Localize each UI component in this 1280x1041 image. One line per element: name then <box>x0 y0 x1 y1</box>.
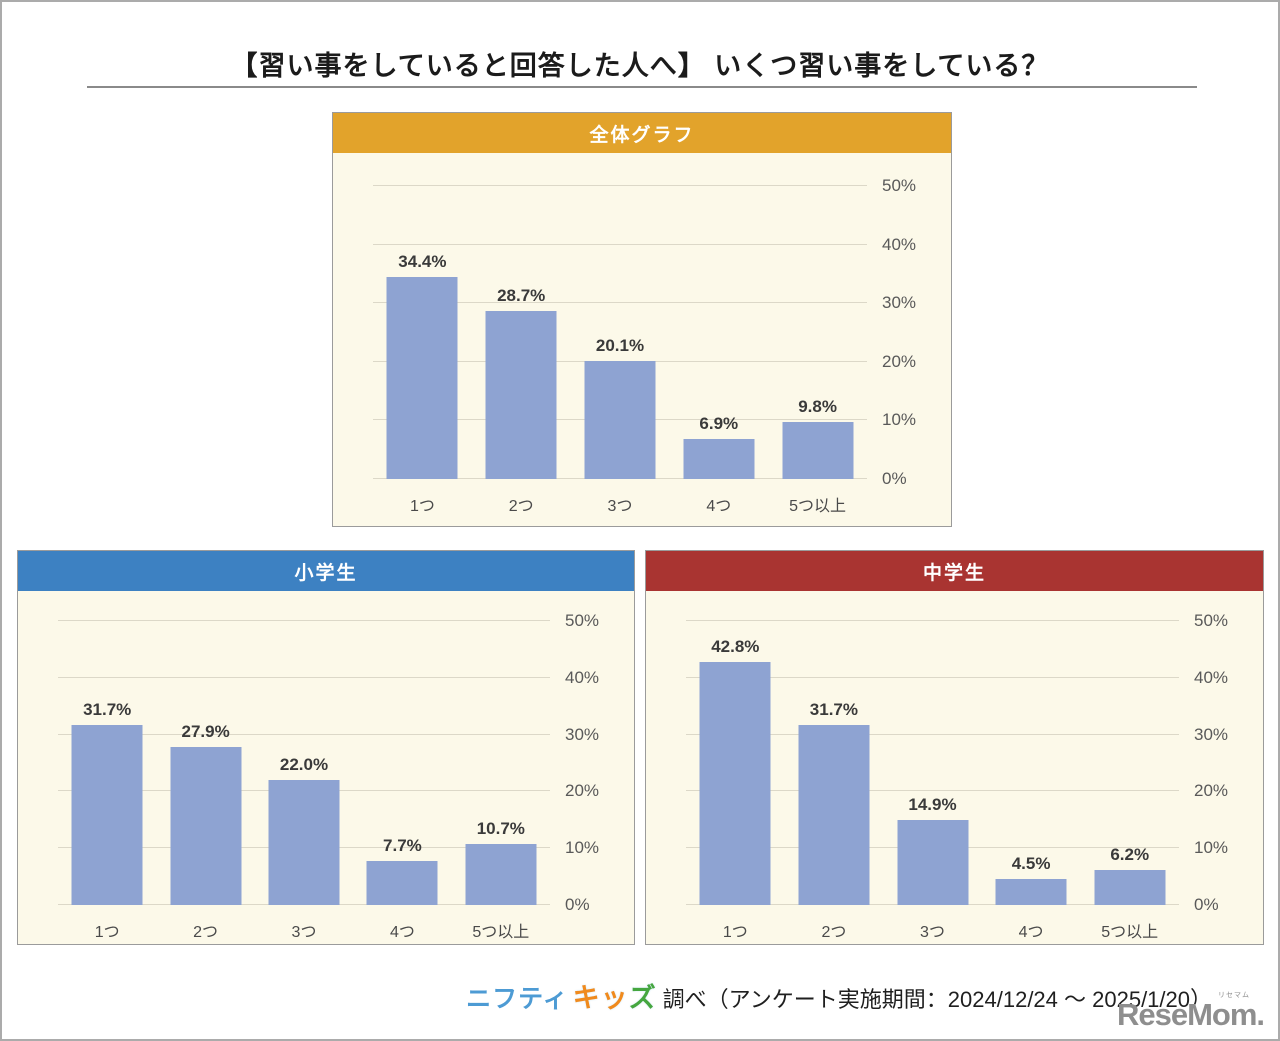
gridline-40% <box>686 676 1179 678</box>
bar-value-label: 22.0% <box>279 755 329 775</box>
y-tick-label: 10% <box>882 410 917 430</box>
x-tick-label: 3つ <box>291 924 317 941</box>
y-tick-label: 20% <box>1194 781 1229 801</box>
x-tick-label: 2つ <box>821 924 847 941</box>
gridline-40% <box>58 676 550 678</box>
y-tick-label: 0% <box>565 895 590 914</box>
chart-body-elementary: 0% 10% 20% 30% 40% 50% 31.7% 1つ 27.9% 2つ 22.0% 3つ 7.… <box>18 591 634 944</box>
bar-value-label: 42.8% <box>711 636 760 656</box>
gridline-40% <box>373 243 867 245</box>
x-tick-label: 5つ以上 <box>472 924 530 941</box>
x-tick-label: 4つ <box>706 498 732 515</box>
resemom-logo: リセマム ReseMom. <box>1116 992 1265 1033</box>
nifty-brand-text: ニフティ <box>466 985 569 1013</box>
bar-value-label: 9.8% <box>798 396 837 416</box>
source-attribution: ニフティ キッズ 調べ（アンケート実施期間：2024/12/24 ～ 2025/… <box>466 976 1212 1015</box>
x-tick-label: 2つ <box>508 498 534 515</box>
y-tick-label: 0% <box>1194 895 1219 914</box>
kids-letter-3: ズ <box>628 983 657 1013</box>
y-tick-label: 20% <box>882 351 917 371</box>
bar-3つ <box>268 780 340 905</box>
y-tick-label: 10% <box>1194 838 1229 858</box>
x-tick-label: 4つ <box>1018 924 1044 941</box>
y-tick-label: 40% <box>565 667 600 687</box>
y-tick-label: 40% <box>882 234 917 254</box>
bar-1つ <box>699 661 771 905</box>
y-tick-label: 30% <box>565 724 600 744</box>
x-tick-label: 5つ以上 <box>789 498 847 515</box>
bar-value-label: 10.7% <box>476 819 525 839</box>
x-tick-label: 1つ <box>94 924 120 941</box>
bar-value-label: 31.7% <box>83 699 132 719</box>
bar-5つ以上 <box>465 844 537 905</box>
gridline-50% <box>58 620 550 621</box>
bar-5つ以上 <box>782 421 854 479</box>
plot-area: 0% 10% 20% 30% 40% 50% 34.4% 1つ 28.7% 2つ 20.1% 3つ 6.… <box>373 176 916 515</box>
x-tick-label: 2つ <box>193 924 219 941</box>
survey-period-text: 調べ（アンケート実施期間：2024/12/24 ～ 2025/1/20） <box>662 987 1212 1012</box>
plot-area: 0% 10% 20% 30% 40% 50% 31.7% 1つ 27.9% 2つ 22.0% 3つ 7.… <box>58 611 599 941</box>
gridline-30% <box>373 302 867 304</box>
chart-panel-elementary: 小学生 0% 10% 20% 30% 40% 50% 31.7% 1つ 27.9% 2つ 22.0%… <box>17 550 635 945</box>
bar-2つ <box>170 746 242 905</box>
bar-value-label: 34.4% <box>398 252 447 272</box>
bar-5つ以上 <box>1094 869 1166 905</box>
chart-header-junior: 中学生 <box>646 551 1263 591</box>
bar-value-label: 20.1% <box>595 336 645 356</box>
bar-4つ <box>366 861 438 905</box>
chart-panel-junior: 中学生 0% 10% 20% 30% 40% 50% 42.8% 1つ 31.7% 2つ 14.9%… <box>645 550 1264 945</box>
chart-header-overall: 全体グラフ <box>333 113 951 153</box>
y-tick-label: 40% <box>1194 667 1229 687</box>
y-tick-label: 30% <box>1194 724 1229 744</box>
page-title: 【習い事をしていると回答した人へ】 いくつ習い事をしている？ <box>230 51 1050 81</box>
bar-1つ <box>71 724 143 905</box>
kids-letter-2: ッ <box>600 983 629 1013</box>
bar-value-label: 6.2% <box>1110 844 1150 864</box>
chart-panel-overall: 全体グラフ 0% 10% 20% 30% 40% 50% 34.4% 1つ 28.7% 2つ 20.… <box>332 112 952 527</box>
kids-letter-1: キ <box>572 983 601 1013</box>
gridline-30% <box>686 733 1179 735</box>
bar-value-label: 14.9% <box>908 795 957 815</box>
x-tick-label: 1つ <box>409 498 435 515</box>
y-tick-label: 0% <box>882 469 907 488</box>
gridline-20% <box>686 790 1179 792</box>
resemom-ruby-text: リセマム <box>1218 992 1250 999</box>
plot-area: 0% 10% 20% 30% 40% 50% 42.8% 1つ 31.7% 2つ 14.9% 3つ 4.… <box>686 611 1228 941</box>
y-tick-label: 20% <box>565 781 600 801</box>
chart-body-junior: 0% 10% 20% 30% 40% 50% 42.8% 1つ 31.7% 2つ 14.9% 3つ 4.… <box>646 591 1263 944</box>
y-tick-label: 50% <box>565 611 600 630</box>
chart-body-overall: 0% 10% 20% 30% 40% 50% 34.4% 1つ 28.7% 2つ 20.1% 3つ 6.… <box>333 153 951 526</box>
bar-3つ <box>897 820 968 905</box>
x-tick-label: 3つ <box>607 498 633 515</box>
bar-value-label: 6.9% <box>699 413 739 433</box>
resemom-logo-text: ReseMom. <box>1116 997 1265 1032</box>
x-tick-label: 4つ <box>389 924 415 941</box>
bar-value-label: 31.7% <box>809 699 858 719</box>
x-tick-label: 3つ <box>920 924 945 941</box>
title-divider <box>87 86 1197 88</box>
bar-4つ <box>995 879 1067 905</box>
bar-2つ <box>485 310 557 479</box>
bar-value-label: 4.5% <box>1011 854 1051 874</box>
bar-value-label: 27.9% <box>181 721 230 741</box>
x-tick-label: 1つ <box>722 924 748 941</box>
y-tick-label: 50% <box>1194 611 1229 630</box>
gridline-30% <box>58 733 550 735</box>
y-tick-label: 50% <box>882 176 917 195</box>
y-tick-label: 30% <box>882 293 917 313</box>
bar-4つ <box>683 438 755 479</box>
x-tick-label: 5つ以上 <box>1101 924 1159 941</box>
chart-header-elementary: 小学生 <box>18 551 634 591</box>
bar-1つ <box>386 277 458 479</box>
gridline-50% <box>686 620 1179 621</box>
y-tick-label: 10% <box>565 838 600 858</box>
bar-2つ <box>798 724 870 905</box>
bar-3つ <box>584 361 656 479</box>
bar-value-label: 7.7% <box>383 836 422 856</box>
gridline-50% <box>373 185 867 186</box>
bar-value-label: 28.7% <box>497 285 546 305</box>
kids-brand-logo: キッズ <box>573 976 657 1015</box>
